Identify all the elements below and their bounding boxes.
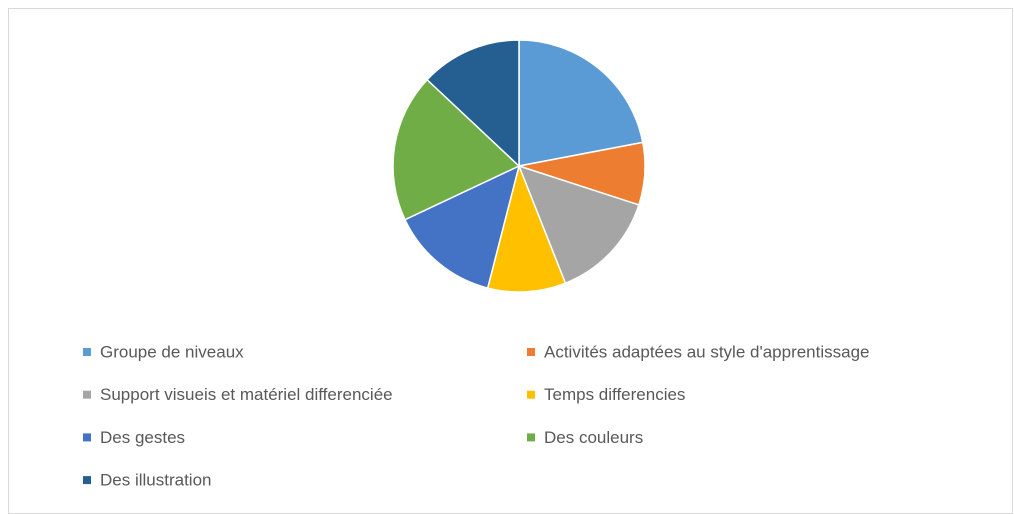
pie-slice — [403, 164, 521, 289]
legend-swatch — [83, 476, 91, 485]
legend-swatch — [527, 390, 535, 399]
legend-swatch — [527, 348, 535, 356]
pie-slice — [426, 39, 520, 168]
pie-slice — [518, 39, 644, 167]
legend-swatch — [527, 433, 535, 442]
pie-slice — [517, 164, 640, 285]
legend-swatch — [83, 390, 91, 399]
legend-label: Support visueis et matériel differenciée — [100, 385, 393, 404]
legend-label: Des illustration — [100, 471, 212, 490]
pie-slice — [486, 163, 567, 293]
legend-label: Des gestes — [100, 428, 185, 447]
legend-label: Groupe de niveaux — [100, 342, 244, 361]
legend-label: Temps differencies — [544, 385, 685, 404]
pie-slice — [392, 78, 521, 221]
legend-swatch — [83, 433, 91, 442]
legend-swatch — [83, 348, 91, 356]
legend-label: Activités adaptées au style d'apprentiss… — [544, 342, 870, 361]
legend-label: Des couleurs — [544, 428, 643, 447]
